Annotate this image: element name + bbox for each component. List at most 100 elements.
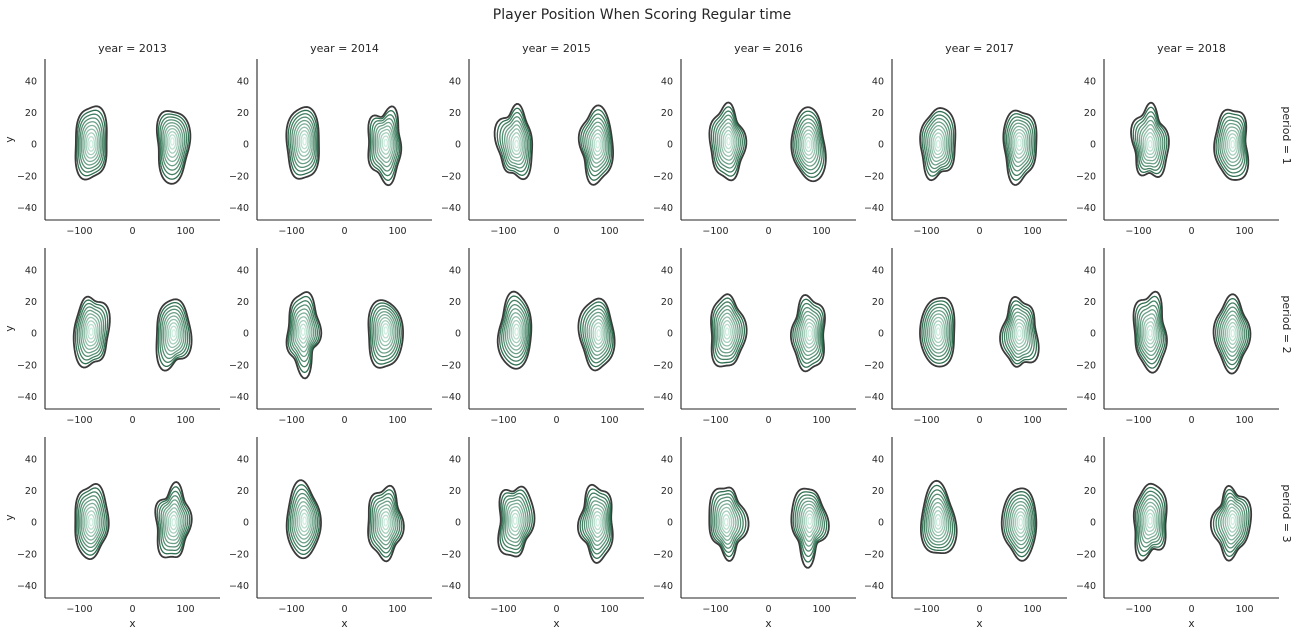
kde-contour-level bbox=[1005, 494, 1034, 554]
kde-contour-level bbox=[503, 496, 529, 547]
kde-contour-level bbox=[88, 517, 94, 527]
kde-contour-level bbox=[595, 140, 601, 149]
facet-panel: −40 −20 0 20 40 −100 0 100 x bbox=[441, 437, 644, 630]
kde-contour-level bbox=[1219, 119, 1245, 170]
y-tick-label: −20 bbox=[17, 549, 37, 560]
kde-contour-level bbox=[80, 121, 102, 166]
kde-contour-level bbox=[1217, 116, 1246, 174]
kde-contour-level bbox=[726, 136, 731, 146]
y-tick-label: 20 bbox=[872, 297, 884, 308]
y-tick-label: 40 bbox=[25, 266, 37, 277]
x-tick-label: 0 bbox=[341, 415, 347, 426]
kde-contour-level bbox=[591, 511, 604, 535]
kde-contour-level bbox=[1226, 510, 1239, 533]
kde-contour-level bbox=[928, 502, 948, 540]
kde-contour-level bbox=[795, 118, 821, 171]
kde-contour-level bbox=[1144, 132, 1156, 155]
kde-contour-level bbox=[596, 329, 602, 338]
kde-contour-level bbox=[1146, 512, 1155, 529]
kde-contour-level bbox=[374, 121, 396, 168]
kde-contour-level bbox=[1144, 509, 1156, 533]
x-axis-label: x bbox=[129, 618, 135, 630]
kde-cluster-right bbox=[1209, 484, 1253, 562]
kde-contour-level bbox=[921, 110, 955, 177]
y-tick-label: 40 bbox=[872, 455, 884, 466]
kde-contour-level bbox=[713, 301, 743, 361]
x-tick-label: 100 bbox=[1235, 415, 1253, 426]
kde-contour-level bbox=[289, 113, 317, 172]
kde-contour-level bbox=[381, 135, 390, 151]
kde-contour-level bbox=[165, 128, 180, 158]
kde-contour-level bbox=[371, 493, 401, 554]
kde-contour-level bbox=[1137, 494, 1163, 548]
kde-contour-level bbox=[923, 303, 952, 361]
kde-contour-level bbox=[590, 318, 606, 349]
kde-contour-level bbox=[504, 308, 527, 355]
kde-contour-level bbox=[1007, 497, 1033, 550]
kde-contour-level bbox=[300, 327, 306, 336]
kde-contour-level bbox=[82, 502, 101, 541]
y-tick-label: −40 bbox=[17, 392, 37, 403]
kde-contour-level bbox=[162, 122, 184, 167]
x-tick-label: 0 bbox=[1188, 226, 1194, 237]
x-tick-label: 100 bbox=[600, 226, 618, 237]
kde-contour-level bbox=[798, 310, 820, 357]
y-tick-label: 40 bbox=[661, 266, 673, 277]
kde-contour-level bbox=[1230, 140, 1236, 149]
y-tick-label: −20 bbox=[441, 171, 461, 182]
x-tick-label: 0 bbox=[765, 415, 771, 426]
kde-contour-level bbox=[999, 295, 1040, 368]
kde-contour-level bbox=[804, 136, 813, 153]
kde-contour-level bbox=[367, 105, 403, 187]
y-tick-label: 20 bbox=[872, 108, 884, 119]
kde-contour-level bbox=[166, 507, 182, 538]
kde-contour-level bbox=[586, 311, 609, 356]
kde-contour-level bbox=[1226, 133, 1239, 156]
kde-contour-level bbox=[925, 117, 951, 170]
kde-contour-level bbox=[1141, 501, 1160, 540]
x-tick-label: 100 bbox=[1235, 604, 1253, 615]
kde-contour-level bbox=[162, 499, 185, 545]
kde-contour-level bbox=[72, 295, 111, 369]
kde-cluster-left bbox=[285, 479, 322, 560]
kde-contour-level bbox=[800, 314, 819, 353]
kde-contour-level bbox=[723, 517, 729, 527]
kde-contour-level bbox=[801, 318, 817, 349]
kde-contour-level bbox=[88, 327, 94, 336]
kde-contour-level bbox=[1212, 293, 1252, 375]
x-tick-label: 0 bbox=[553, 226, 559, 237]
kde-contour-level bbox=[1000, 487, 1038, 562]
kde-contour-level bbox=[295, 316, 311, 348]
kde-contour-level bbox=[1215, 492, 1248, 553]
y-axis-label: y bbox=[4, 514, 16, 520]
kde-contour-level bbox=[582, 304, 612, 364]
kde-contour-level bbox=[372, 118, 398, 172]
x-tick-label: 100 bbox=[1023, 415, 1041, 426]
kde-contour-level bbox=[1212, 488, 1250, 557]
y-tick-label: −40 bbox=[1076, 392, 1096, 403]
y-tick-label: 40 bbox=[25, 455, 37, 466]
kde-contour-level bbox=[85, 132, 97, 156]
kde-contour-level bbox=[497, 485, 536, 558]
kde-contour-level bbox=[588, 315, 608, 353]
kde-contour-level bbox=[720, 510, 733, 534]
kde-contour-level bbox=[919, 107, 957, 182]
figure-title: Player Position When Scoring Regular tim… bbox=[493, 7, 791, 23]
kde-contour-level bbox=[87, 514, 96, 530]
kde-contour-level bbox=[289, 300, 319, 368]
kde-contour-level bbox=[367, 484, 405, 563]
kde-contour-level bbox=[1012, 507, 1028, 538]
y-tick-label: 20 bbox=[661, 108, 673, 119]
kde-contour-level bbox=[297, 319, 309, 344]
kde-contour-level bbox=[577, 297, 616, 372]
kde-contour-level bbox=[1007, 311, 1031, 355]
kde-contour-level bbox=[585, 500, 608, 546]
kde-cluster-right bbox=[367, 105, 403, 187]
kde-contour-level bbox=[790, 106, 827, 183]
kde-contour-level bbox=[720, 126, 736, 157]
kde-contour-level bbox=[379, 511, 392, 534]
y-tick-label: −40 bbox=[17, 581, 37, 592]
kde-contour-level bbox=[802, 133, 815, 156]
y-tick-label: 40 bbox=[449, 455, 461, 466]
kde-contour-level bbox=[708, 101, 748, 182]
